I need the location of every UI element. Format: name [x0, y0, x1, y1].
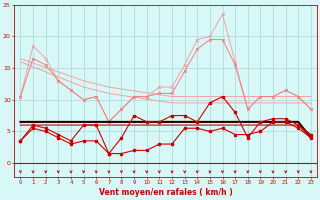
- X-axis label: Vent moyen/en rafales ( km/h ): Vent moyen/en rafales ( km/h ): [99, 188, 233, 197]
